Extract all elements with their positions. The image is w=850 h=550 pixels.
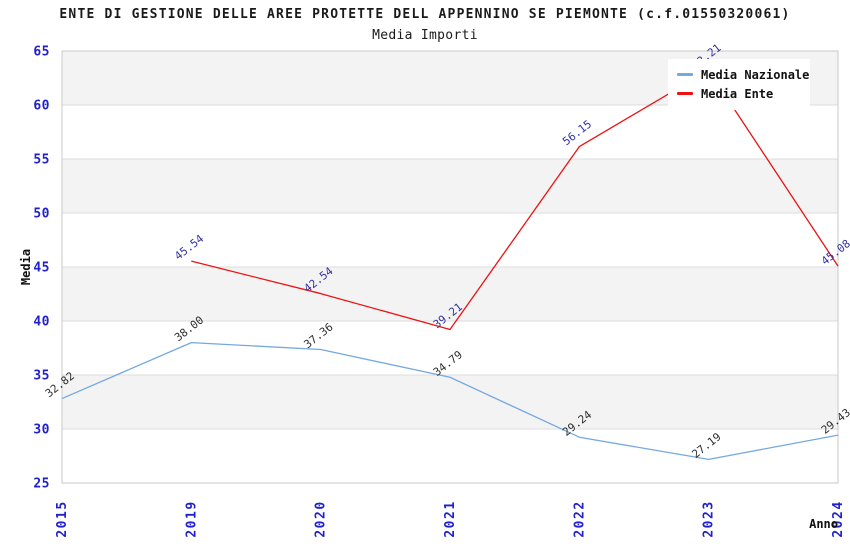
y-tick-label: 50 — [33, 207, 50, 222]
legend: Media Nazionale Media Ente — [668, 59, 810, 110]
y-tick-label: 60 — [33, 99, 50, 114]
x-tick-label: 2023 — [702, 500, 717, 537]
plot-band — [62, 375, 838, 429]
y-tick-label: 35 — [33, 369, 50, 384]
chart-subtitle: Media Importi — [372, 28, 478, 43]
value-label-media-nazionale: 27.19 — [689, 430, 723, 461]
x-tick-label: 2020 — [314, 500, 329, 537]
y-tick-label: 45 — [33, 261, 50, 276]
value-label-media-nazionale: 34.79 — [431, 348, 465, 379]
legend-label: Media Nazionale — [701, 67, 810, 82]
chart-title: ENTE DI GESTIONE DELLE AREE PROTETTE DEL… — [59, 7, 791, 22]
plot-band — [62, 159, 838, 213]
legend-item-media-ente: Media Ente — [668, 84, 810, 103]
x-tick-label: 2015 — [55, 500, 70, 537]
x-axis-label: Anno — [809, 517, 838, 531]
plot-band — [62, 267, 838, 321]
x-tick-label: 2021 — [443, 500, 458, 537]
legend-swatch-media-nazionale-icon — [677, 73, 693, 76]
legend-swatch-media-ente-icon — [677, 92, 693, 95]
value-label-media-ente: 56.15 — [560, 118, 594, 149]
y-tick-label: 55 — [33, 153, 50, 168]
y-tick-label: 40 — [33, 315, 50, 330]
series-line-media-nazionale — [61, 341, 839, 460]
plot-border — [61, 50, 839, 484]
y-tick-label: 25 — [33, 477, 50, 492]
x-tick-label: 2022 — [572, 500, 587, 537]
x-tick-label: 2019 — [184, 500, 199, 537]
legend-item-media-nazionale: Media Nazionale — [668, 65, 810, 84]
legend-label: Media Ente — [701, 86, 774, 101]
value-label-media-ente: 45.54 — [172, 232, 206, 263]
value-label-media-nazionale: 37.36 — [301, 320, 335, 351]
y-axis-label: Media — [19, 249, 33, 285]
y-tick-label: 30 — [33, 423, 50, 438]
x-tick-label: 2024 — [831, 500, 846, 537]
y-tick-label: 65 — [33, 45, 50, 60]
value-label-media-ente: 45.08 — [819, 237, 850, 268]
